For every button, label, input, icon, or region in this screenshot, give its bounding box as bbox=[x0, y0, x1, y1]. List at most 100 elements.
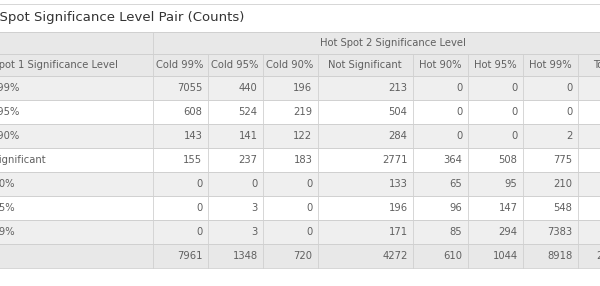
Bar bbox=[413, 244, 467, 268]
Bar bbox=[263, 196, 317, 220]
Bar bbox=[523, 54, 577, 76]
Bar bbox=[413, 76, 467, 100]
Bar bbox=[0, 244, 152, 268]
Text: 504: 504 bbox=[389, 107, 407, 117]
Text: 524: 524 bbox=[239, 107, 257, 117]
Bar bbox=[577, 100, 600, 124]
Text: 1044: 1044 bbox=[493, 251, 517, 261]
Bar bbox=[523, 172, 577, 196]
Bar bbox=[263, 76, 317, 100]
Bar bbox=[0, 172, 152, 196]
Bar bbox=[0, 4, 600, 32]
Text: 0: 0 bbox=[196, 227, 203, 237]
Text: Hot 99%: Hot 99% bbox=[0, 227, 14, 237]
Text: Hot 90%: Hot 90% bbox=[419, 60, 461, 70]
Text: 2: 2 bbox=[566, 131, 572, 141]
Bar bbox=[523, 244, 577, 268]
Text: 4272: 4272 bbox=[382, 251, 407, 261]
Bar bbox=[523, 100, 577, 124]
Text: 0: 0 bbox=[511, 131, 517, 141]
Bar bbox=[317, 54, 413, 76]
Bar bbox=[467, 76, 523, 100]
Bar bbox=[523, 220, 577, 244]
Bar bbox=[0, 100, 152, 124]
Text: 0: 0 bbox=[456, 83, 463, 93]
Bar bbox=[523, 76, 577, 100]
Text: 147: 147 bbox=[499, 203, 517, 213]
Text: 1348: 1348 bbox=[232, 251, 257, 261]
Text: Not Significant: Not Significant bbox=[0, 155, 45, 165]
Text: 8918: 8918 bbox=[547, 251, 572, 261]
Bar bbox=[152, 172, 208, 196]
Text: 0: 0 bbox=[511, 107, 517, 117]
Bar bbox=[263, 54, 317, 76]
Bar bbox=[317, 172, 413, 196]
Text: 0: 0 bbox=[196, 203, 203, 213]
Text: 7055: 7055 bbox=[177, 83, 203, 93]
Bar bbox=[467, 124, 523, 148]
Bar bbox=[577, 244, 600, 268]
Bar bbox=[152, 220, 208, 244]
Text: 65: 65 bbox=[450, 179, 463, 189]
Text: 155: 155 bbox=[184, 155, 203, 165]
Bar bbox=[263, 172, 317, 196]
Text: 219: 219 bbox=[293, 107, 313, 117]
Bar bbox=[208, 244, 263, 268]
Bar bbox=[467, 100, 523, 124]
Text: Hot 90%: Hot 90% bbox=[0, 179, 14, 189]
Bar bbox=[0, 76, 152, 100]
Bar bbox=[0, 148, 152, 172]
Text: 95: 95 bbox=[505, 179, 517, 189]
Text: 196: 196 bbox=[388, 203, 407, 213]
Bar bbox=[413, 54, 467, 76]
Bar bbox=[523, 196, 577, 220]
Text: Hot Spot Significance Level Pair (Counts): Hot Spot Significance Level Pair (Counts… bbox=[0, 11, 244, 25]
Text: Hot Spot 1 Significance Level: Hot Spot 1 Significance Level bbox=[0, 60, 118, 70]
Text: 2771: 2771 bbox=[382, 155, 407, 165]
Text: 210: 210 bbox=[554, 179, 572, 189]
Text: Cold 95%: Cold 95% bbox=[0, 107, 19, 117]
Bar bbox=[317, 100, 413, 124]
Text: 0: 0 bbox=[196, 179, 203, 189]
Bar bbox=[0, 196, 152, 220]
Text: Cold 95%: Cold 95% bbox=[211, 60, 259, 70]
Bar bbox=[577, 124, 600, 148]
Bar bbox=[0, 32, 152, 54]
Text: 608: 608 bbox=[184, 107, 203, 117]
Text: 0: 0 bbox=[456, 131, 463, 141]
Bar bbox=[467, 244, 523, 268]
Bar bbox=[152, 76, 208, 100]
Bar bbox=[413, 220, 467, 244]
Bar bbox=[467, 196, 523, 220]
Bar bbox=[263, 100, 317, 124]
Bar bbox=[467, 220, 523, 244]
Text: 610: 610 bbox=[443, 251, 463, 261]
Text: 96: 96 bbox=[450, 203, 463, 213]
Bar bbox=[577, 148, 600, 172]
Bar bbox=[467, 172, 523, 196]
Text: 24873: 24873 bbox=[596, 251, 600, 261]
Bar bbox=[263, 124, 317, 148]
Bar bbox=[317, 196, 413, 220]
Bar bbox=[413, 100, 467, 124]
Text: 508: 508 bbox=[499, 155, 517, 165]
Bar bbox=[0, 124, 152, 148]
Text: 364: 364 bbox=[443, 155, 463, 165]
Text: 213: 213 bbox=[389, 83, 407, 93]
Text: 143: 143 bbox=[184, 131, 203, 141]
Text: 0: 0 bbox=[511, 83, 517, 93]
Text: 196: 196 bbox=[293, 83, 313, 93]
Bar bbox=[523, 124, 577, 148]
Bar bbox=[523, 148, 577, 172]
Bar bbox=[208, 196, 263, 220]
Text: 0: 0 bbox=[251, 179, 257, 189]
Bar bbox=[317, 124, 413, 148]
Bar bbox=[152, 32, 600, 54]
Text: 141: 141 bbox=[239, 131, 257, 141]
Bar bbox=[208, 54, 263, 76]
Text: 294: 294 bbox=[499, 227, 517, 237]
Bar bbox=[577, 196, 600, 220]
Bar bbox=[467, 148, 523, 172]
Text: Hot 95%: Hot 95% bbox=[0, 203, 14, 213]
Text: 171: 171 bbox=[388, 227, 407, 237]
